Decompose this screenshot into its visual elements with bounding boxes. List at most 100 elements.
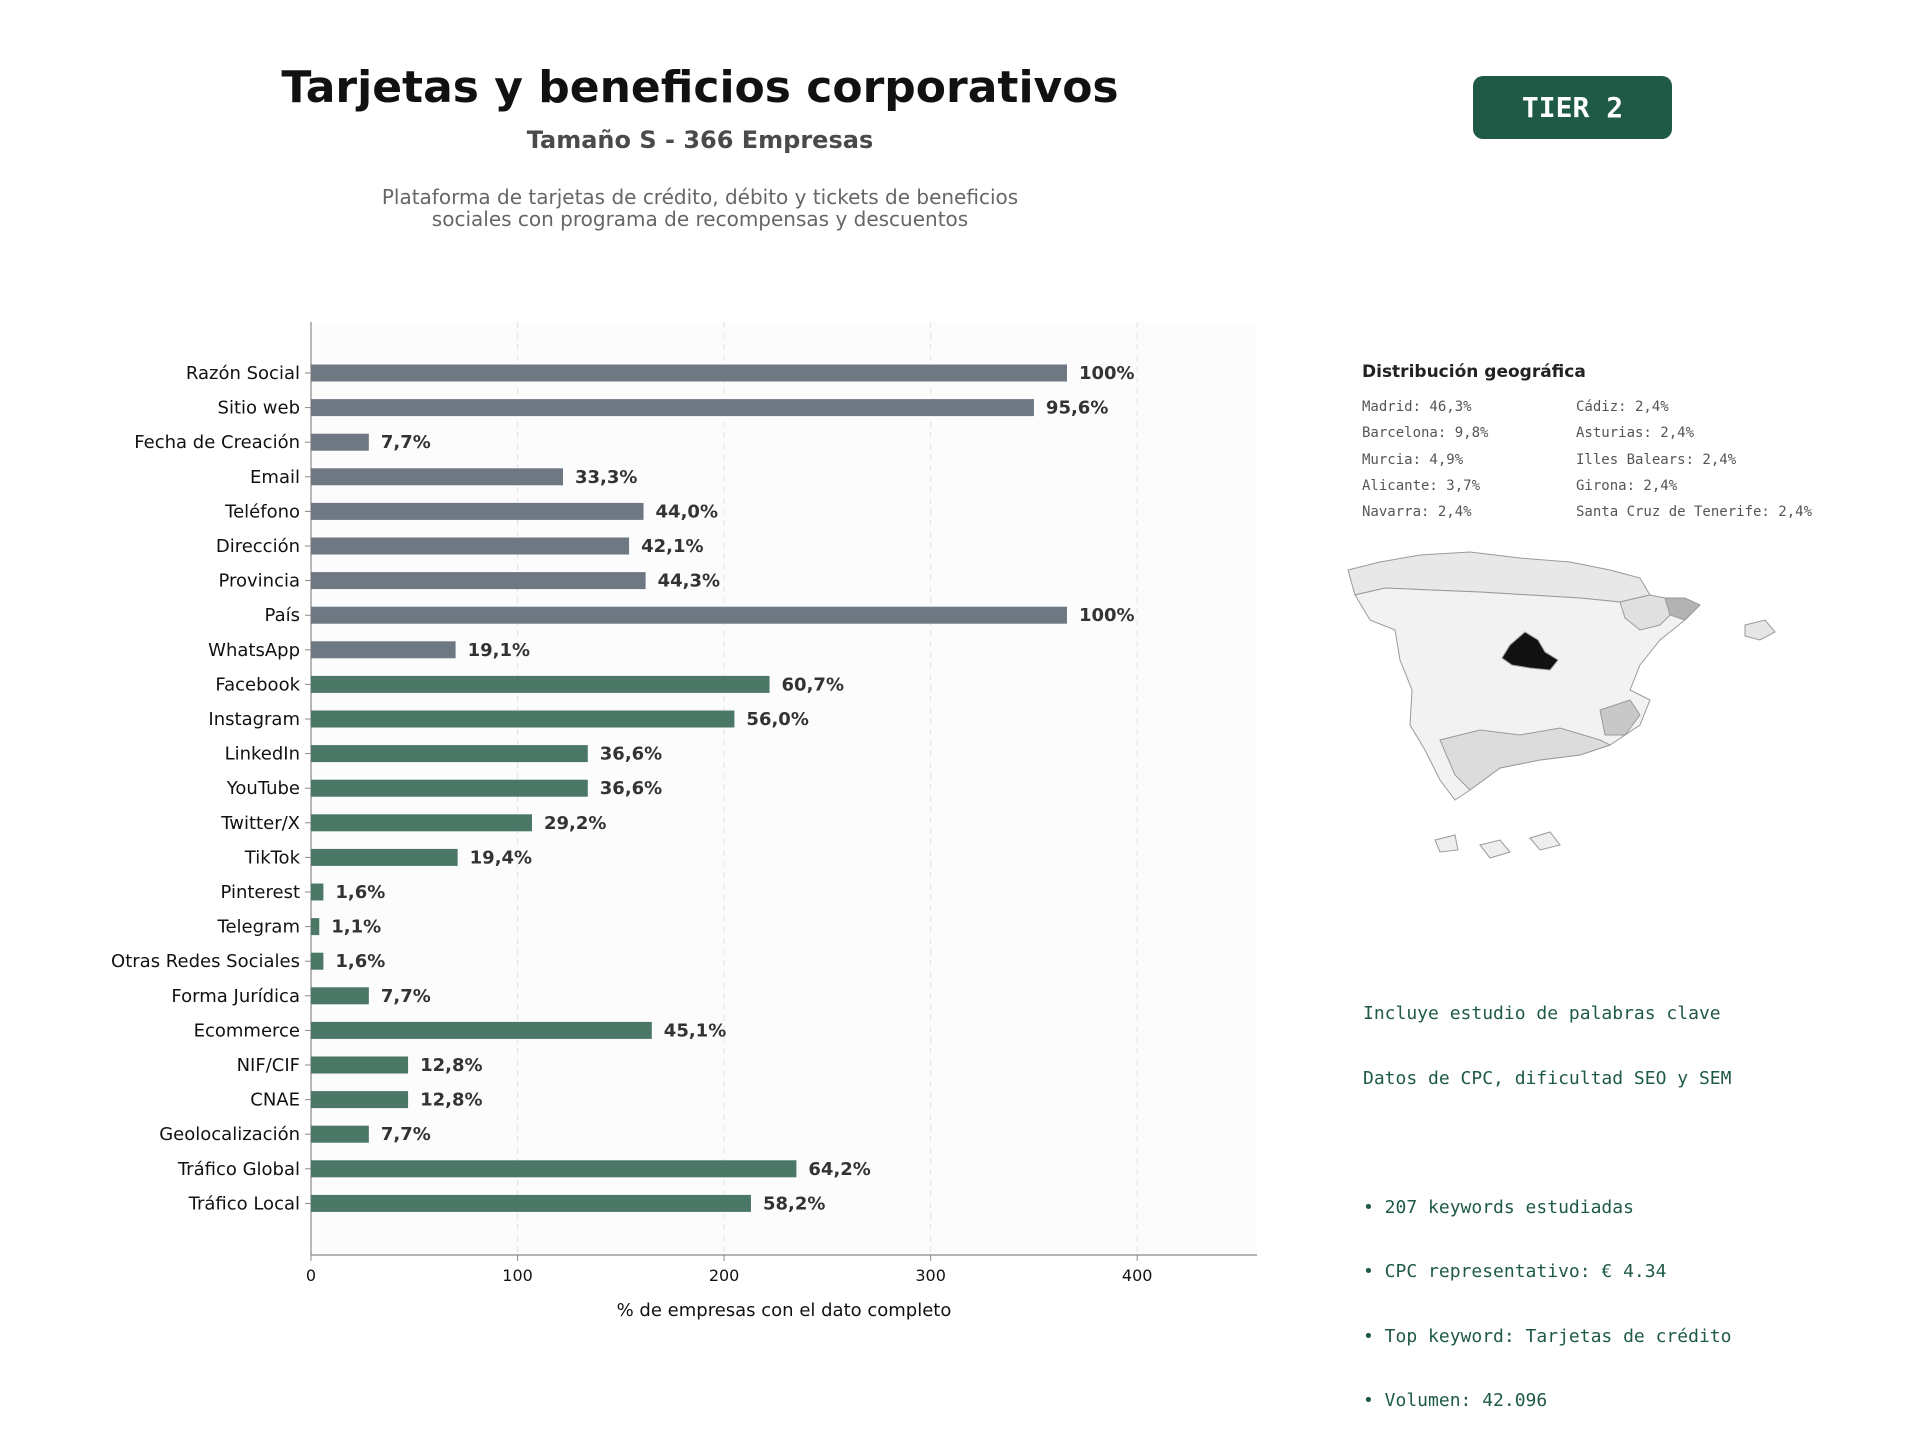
x-tick-label: 400: [1122, 1266, 1153, 1285]
category-label: Teléfono: [224, 501, 300, 522]
data-label: 44,0%: [656, 501, 718, 522]
bar: [311, 502, 644, 520]
data-label: 36,6%: [600, 778, 662, 799]
geo-item: Santa Cruz de Tenerife: 2,4%: [1576, 504, 1813, 521]
bar: [311, 779, 588, 797]
category-label: CNAE: [250, 1090, 300, 1111]
data-label: 100%: [1079, 363, 1135, 384]
bar: [311, 814, 533, 832]
bar: [311, 952, 324, 970]
category-label: Provincia: [218, 571, 300, 592]
geo-list-right: Cádiz: 2,4% Asturias: 2,4% Illes Balears…: [1576, 399, 1812, 530]
bar: [311, 606, 1067, 624]
category-label: Telegram: [217, 917, 300, 938]
bar: [311, 710, 735, 728]
x-axis-title: % de empresas con el dato completo: [617, 1300, 952, 1321]
bar: [311, 468, 563, 486]
category-label: Dirección: [216, 536, 300, 557]
category-label: TikTok: [244, 847, 301, 868]
data-label: 56,0%: [746, 709, 808, 730]
category-label: Tráfico Local: [188, 1193, 300, 1214]
data-label: 60,7%: [782, 674, 844, 695]
geo-item: Navarra: 2,4%: [1362, 504, 1472, 521]
geo-list-left: Madrid: 46,3% Barcelona: 9,8% Murcia: 4,…: [1362, 399, 1488, 530]
category-label: Ecommerce: [194, 1020, 300, 1041]
geo-item: Cádiz: 2,4%: [1576, 399, 1669, 415]
keyword-bullet: • Volumen: 42.096: [1363, 1390, 1548, 1411]
data-label: 12,8%: [420, 1090, 482, 1111]
data-label: 1,1%: [331, 917, 381, 938]
category-label: Tráfico Global: [177, 1159, 300, 1180]
bar: [311, 433, 369, 451]
page-title: Tarjetas y beneficios corporativos: [281, 62, 1119, 113]
description-line-1: Plataforma de tarjetas de crédito, débit…: [381, 185, 1019, 209]
bar: [311, 1091, 409, 1109]
bar: [311, 848, 458, 866]
geo-item: Madrid: 46,3%: [1362, 399, 1472, 415]
category-label: Sitio web: [218, 398, 300, 419]
map-region-canarias: [1434, 831, 1561, 859]
bar: [311, 1021, 652, 1039]
geo-item: Illes Balears: 2,4%: [1576, 451, 1737, 468]
keyword-intro-line: Incluye estudio de palabras clave: [1363, 1003, 1721, 1024]
category-label: Geolocalización: [159, 1124, 300, 1145]
tier-badge: TIER 2: [1473, 76, 1672, 139]
data-label: 12,8%: [420, 1055, 482, 1076]
keyword-bullet: • Top keyword: Tarjetas de crédito: [1363, 1325, 1732, 1347]
map-region-murcia: [1599, 699, 1641, 736]
category-label: País: [265, 605, 300, 626]
data-label: 64,2%: [808, 1159, 870, 1180]
map-region-catalonia: [1619, 594, 1676, 631]
category-label: LinkedIn: [225, 744, 300, 765]
x-tick-label: 0: [306, 1266, 316, 1285]
bar: [311, 987, 369, 1005]
page-subtitle: Tamaño S - 366 Empresas: [526, 126, 874, 154]
data-label: 33,3%: [575, 467, 637, 488]
data-label: 19,1%: [468, 640, 530, 661]
geo-item: Alicante: 3,7%: [1362, 477, 1481, 494]
keyword-bullet: • 207 keywords estudiadas: [1363, 1196, 1634, 1218]
data-label: 7,7%: [381, 986, 431, 1007]
bar: [311, 918, 320, 936]
data-label: 7,7%: [381, 432, 431, 453]
bar: [311, 883, 324, 901]
map-region-barcelona: [1664, 597, 1701, 621]
data-label: 42,1%: [641, 536, 703, 557]
bar: [311, 1056, 409, 1074]
keyword-bullet: • CPC representativo: € 4.34: [1363, 1261, 1667, 1282]
keyword-panel: Incluye estudio de palabras clave Datos …: [1363, 960, 1731, 1433]
data-label: 45,1%: [664, 1020, 726, 1041]
bar: [311, 1194, 751, 1212]
x-tick-label: 100: [502, 1266, 533, 1285]
category-label: Pinterest: [220, 882, 300, 903]
category-label: Forma Jurídica: [171, 986, 300, 1007]
geo-title: Distribución geográfica: [1362, 362, 1586, 382]
keyword-intro-line: Datos de CPC, dificultad SEO y SEM: [1363, 1067, 1732, 1089]
category-label: Fecha de Creación: [134, 432, 300, 453]
data-label: 1,6%: [335, 951, 385, 972]
category-label: Twitter/X: [220, 813, 300, 834]
category-label: Otras Redes Sociales: [111, 951, 300, 972]
data-label: 29,2%: [544, 813, 606, 834]
bar: [311, 745, 588, 763]
data-label: 58,2%: [763, 1193, 825, 1214]
data-label: 1,6%: [335, 882, 385, 903]
data-label: 19,4%: [470, 847, 532, 868]
description-line-2: sociales con programa de recompensas y d…: [431, 207, 969, 231]
spain-map: [1347, 551, 1776, 859]
map-region-balears: [1744, 619, 1776, 641]
bar: [311, 675, 770, 693]
bar: [311, 1125, 369, 1143]
map-region-madrid: [1501, 631, 1559, 671]
category-label: Instagram: [208, 709, 300, 730]
category-label: NIF/CIF: [237, 1055, 300, 1076]
bar-chart: 0 100 200 300 400 Razón Social 100% Sitio web 95…: [111, 322, 1257, 1321]
bar: [311, 537, 630, 555]
map-region-andalusia: [1439, 727, 1612, 791]
description: Plataforma de tarjetas de crédito, débit…: [300, 186, 1100, 230]
geo-item: Asturias: 2,4%: [1576, 425, 1695, 442]
bar: [311, 572, 646, 590]
category-label: WhatsApp: [208, 640, 300, 661]
bar: [311, 364, 1067, 382]
bar: [311, 641, 456, 659]
